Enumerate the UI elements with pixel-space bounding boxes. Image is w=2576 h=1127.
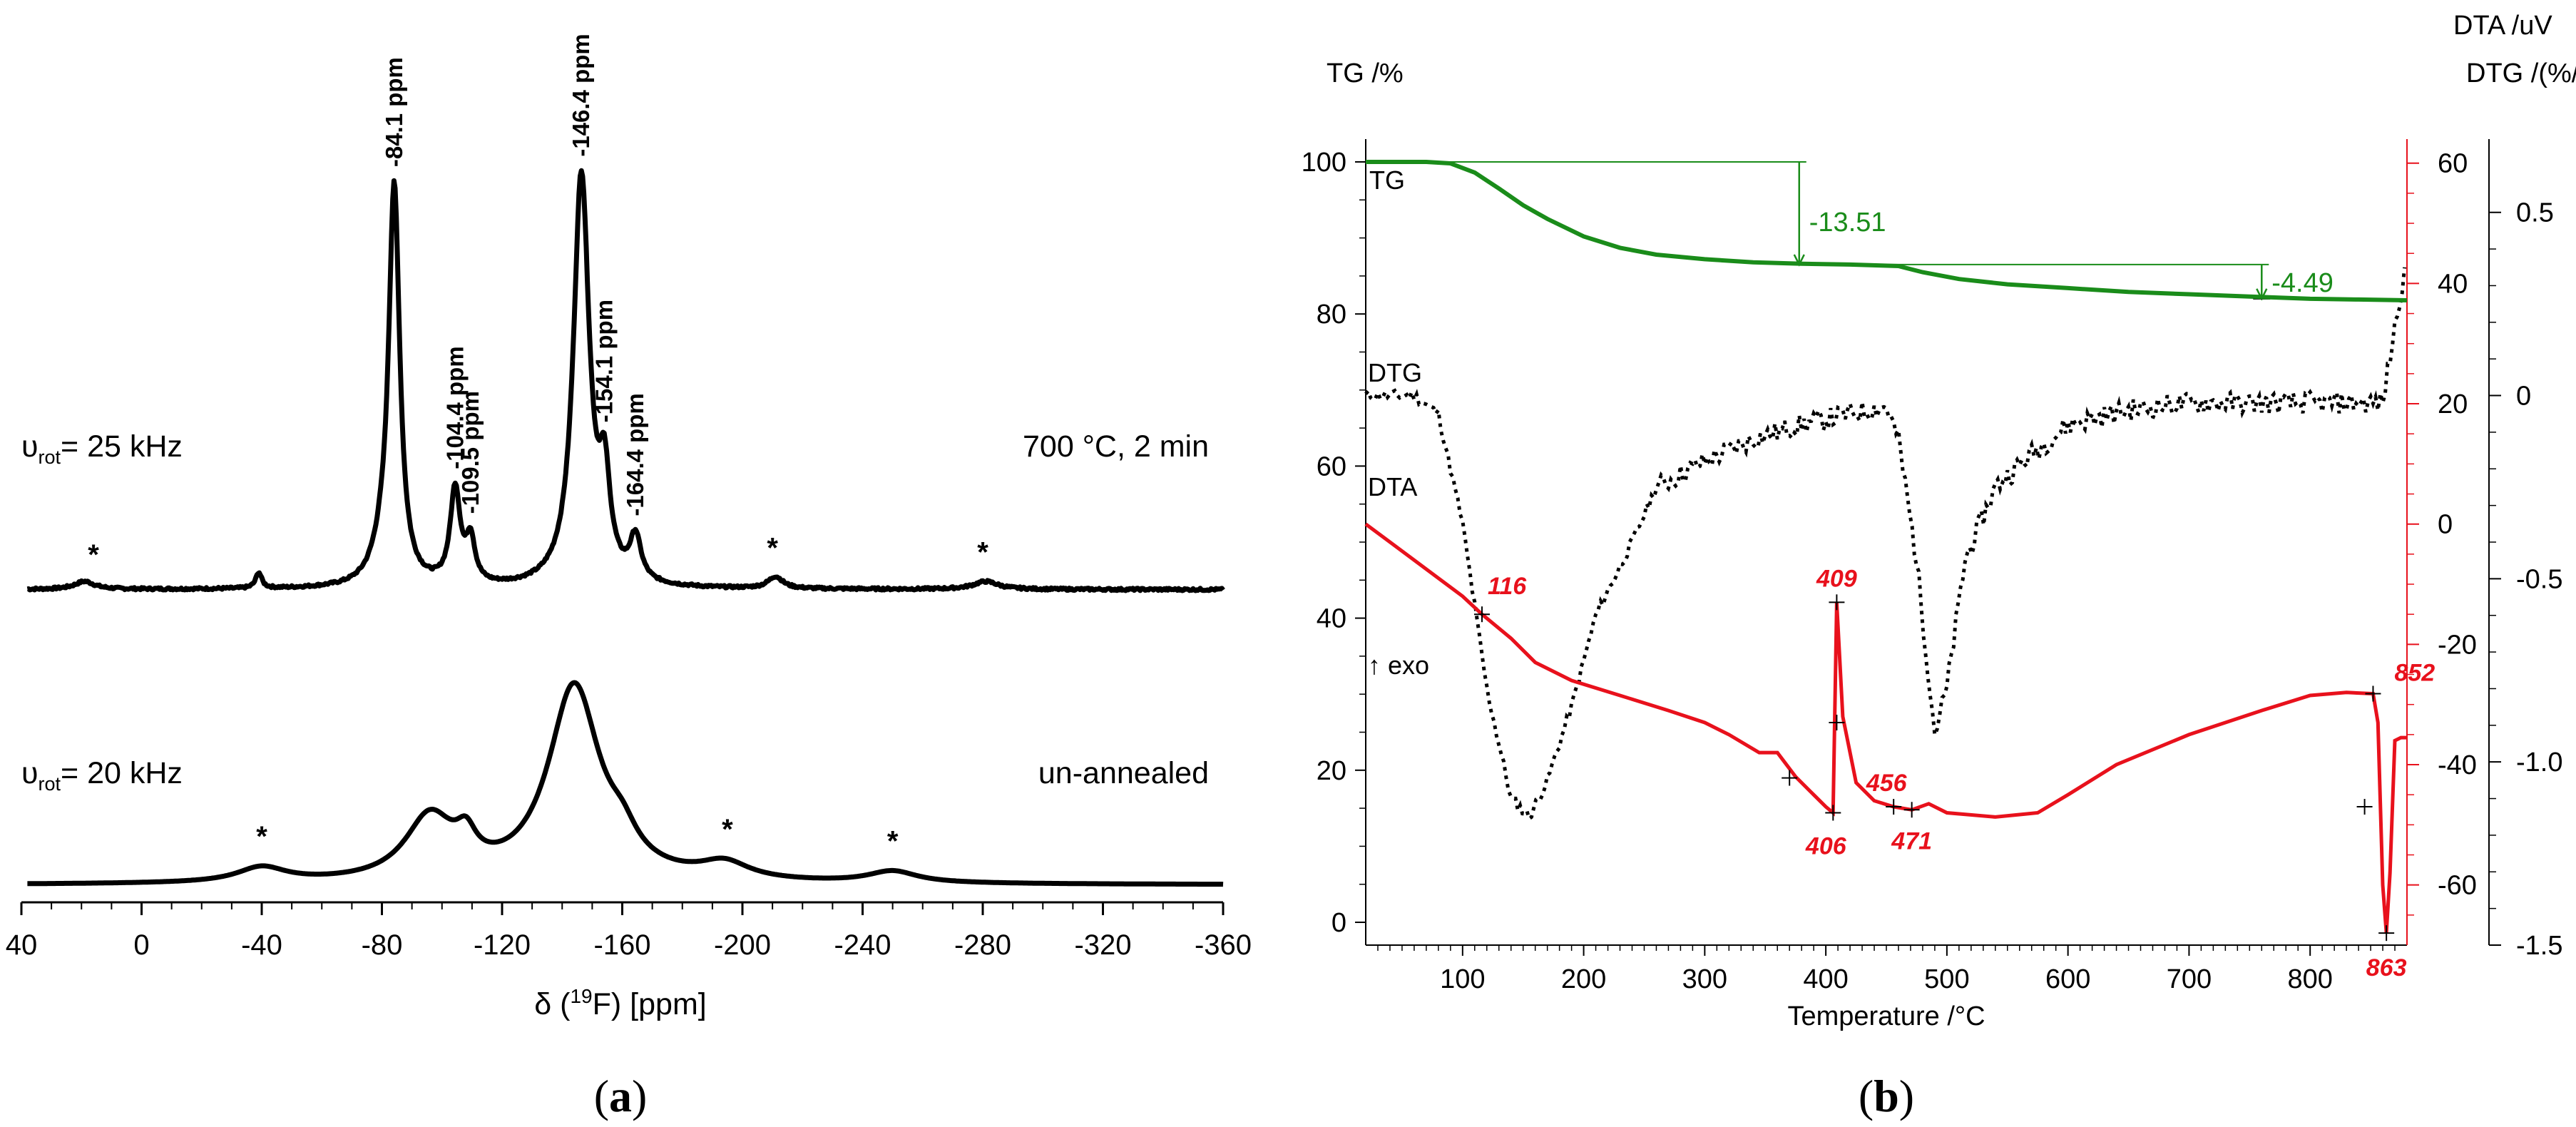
- b-dta-tick-label: -40: [2438, 750, 2477, 780]
- a-sideband-star: *: [722, 814, 733, 845]
- b-dta-peak-label: 852: [2394, 660, 2435, 687]
- b-x-tick-label: 600: [2045, 964, 2090, 994]
- b-dtg-tick-label: -1.5: [2516, 931, 2562, 961]
- a-trace-unannealed: [26, 680, 1225, 887]
- a-x-tick-label: 40: [6, 929, 38, 961]
- b-dta-axis-title: DTA /uV: [2453, 11, 2552, 41]
- b-tg-tick-label: 40: [1317, 604, 1346, 634]
- b-dtg-tick-label: -1.0: [2516, 748, 2562, 777]
- b-dta-peak-label: 863: [2366, 954, 2407, 981]
- b-dtg-ticks: 0.5 0 -0.5 -1.0 -1.5: [2489, 198, 2562, 961]
- a-x-tick-label: -320: [1074, 929, 1131, 961]
- a-x-tick-label: -200: [714, 929, 771, 961]
- a-rotation-label-top: υrot= 25 kHz: [21, 429, 183, 468]
- b-dtg-tick-label: 0: [2516, 382, 2531, 412]
- a-x-tick-label: -120: [474, 929, 531, 961]
- b-dta-tick-label: 40: [2438, 269, 2468, 299]
- b-tg-curve-label: TG: [1369, 165, 1405, 195]
- a-peak-label: -146.4 ppm: [568, 34, 594, 156]
- a-rotation-label-bottom: υrot= 20 kHz: [21, 756, 183, 795]
- b-dta-peak-label: 409: [1816, 565, 1857, 592]
- a-x-tick-label: -360: [1195, 929, 1252, 961]
- b-dtg-tick-label: -0.5: [2516, 564, 2562, 594]
- b-dta-peak-label: 456: [1866, 770, 1908, 797]
- b-exo-note: ↑ exo: [1368, 651, 1429, 680]
- a-peak-label: -164.4 ppm: [622, 393, 648, 516]
- b-x-tick-label: 100: [1440, 964, 1485, 994]
- b-dta-tick-label: 0: [2438, 510, 2453, 540]
- b-x-tick-label: 300: [1682, 964, 1727, 994]
- b-dta-tick-label: -20: [2438, 630, 2477, 660]
- b-dta-tick-label: 20: [2438, 389, 2468, 419]
- b-tg-axis-title: TG /%: [1327, 58, 1404, 88]
- a-panel-label: (a): [594, 1071, 648, 1121]
- b-dta-peak-label: 116: [1488, 573, 1527, 600]
- b-tg-step-annotations: -13.51 -4.49: [1414, 160, 2334, 301]
- b-dta-ticks: -60 -40 -20 0 20 40 60: [2407, 149, 2477, 916]
- a-peak-label: -84.1 ppm: [381, 57, 407, 167]
- b-x-ticks: 100 200 300 400 500 600 700 800: [1377, 945, 2396, 994]
- a-sideband-star: *: [977, 536, 988, 568]
- a-peak-label: -104.4 ppm: [441, 346, 468, 469]
- a-sideband-markers: * * * * * *: [88, 533, 988, 857]
- a-x-tick-label: -280: [954, 929, 1011, 961]
- a-peak-labels: -84.1 ppm -104.4 ppm-109.5 ppm -146.4 ppm -…: [381, 34, 648, 516]
- a-x-tick-label: -80: [362, 929, 403, 961]
- a-x-tick-label: -160: [593, 929, 650, 961]
- b-tg-tick-label: 60: [1317, 452, 1346, 481]
- a-x-ticks: [20, 902, 1225, 915]
- a-peak-label: -154.1 ppm: [591, 300, 618, 422]
- a-sideband-star: *: [88, 539, 99, 571]
- b-tg-ticks: 0 20 40 60 80 100: [1302, 148, 1366, 938]
- b-tg-step-label: -13.51: [1809, 208, 1886, 238]
- b-x-tick-label: 700: [2167, 964, 2212, 994]
- b-x-tick-label: 200: [1561, 964, 1606, 994]
- a-x-axis-label: δ (19F) [ppm]: [534, 985, 706, 1021]
- a-x-tick-label: 0: [133, 929, 149, 961]
- a-sideband-star: *: [887, 825, 899, 857]
- a-x-tick-label: -40: [241, 929, 282, 961]
- a-sideband-star: *: [767, 533, 778, 564]
- b-tg-curve: [1366, 160, 2408, 302]
- b-panel-label: (b): [1859, 1071, 1914, 1121]
- b-dtg-axis-title: DTG /(%/min): [2466, 58, 2576, 88]
- b-dtg-tick-label: 0.5: [2516, 198, 2554, 228]
- a-x-tick-label: -240: [834, 929, 891, 961]
- b-dtg-curve: [1364, 267, 2407, 822]
- b-x-tick-label: 400: [1803, 964, 1848, 994]
- b-dta-peak-label: 471: [1891, 827, 1932, 855]
- a-peak-label: -109.5 ppm: [457, 391, 484, 514]
- b-dtg-curve-label: DTG: [1368, 358, 1422, 387]
- b-dta-curve-label: DTA: [1368, 472, 1417, 501]
- a-condition-label-top: 700 °C, 2 min: [1023, 429, 1209, 464]
- a-x-tick-labels: 40 0 -40 -80 -120 -160 -200 -240 -280 -320 -360: [6, 929, 1252, 961]
- a-condition-label-bottom: un-annealed: [1038, 756, 1209, 790]
- b-dta-tick-label: 60: [2438, 149, 2468, 179]
- b-x-tick-label: 800: [2287, 964, 2332, 994]
- b-dta-annotations: 116 406 409 456 471 852 863: [1473, 565, 2435, 981]
- b-tg-step-label: -4.49: [2271, 268, 2334, 298]
- b-tg-tick-label: 0: [1332, 908, 1346, 938]
- b-dta-peak-label: 406: [1805, 832, 1847, 860]
- b-x-axis-title: Temperature /°C: [1787, 1001, 1985, 1031]
- a-sideband-star: *: [256, 821, 267, 852]
- b-dta-tick-label: -60: [2438, 871, 2477, 901]
- panel-a-nmr-spectra: 40 0 -40 -80 -120 -160 -200 -240 -280 -320 -360 δ …: [6, 34, 1252, 1121]
- b-tg-tick-label: 20: [1317, 756, 1346, 786]
- b-x-tick-label: 500: [1924, 964, 1969, 994]
- a-trace-700C: [26, 168, 1225, 593]
- b-tg-tick-label: 80: [1317, 300, 1346, 330]
- b-tg-tick-label: 100: [1302, 148, 1346, 178]
